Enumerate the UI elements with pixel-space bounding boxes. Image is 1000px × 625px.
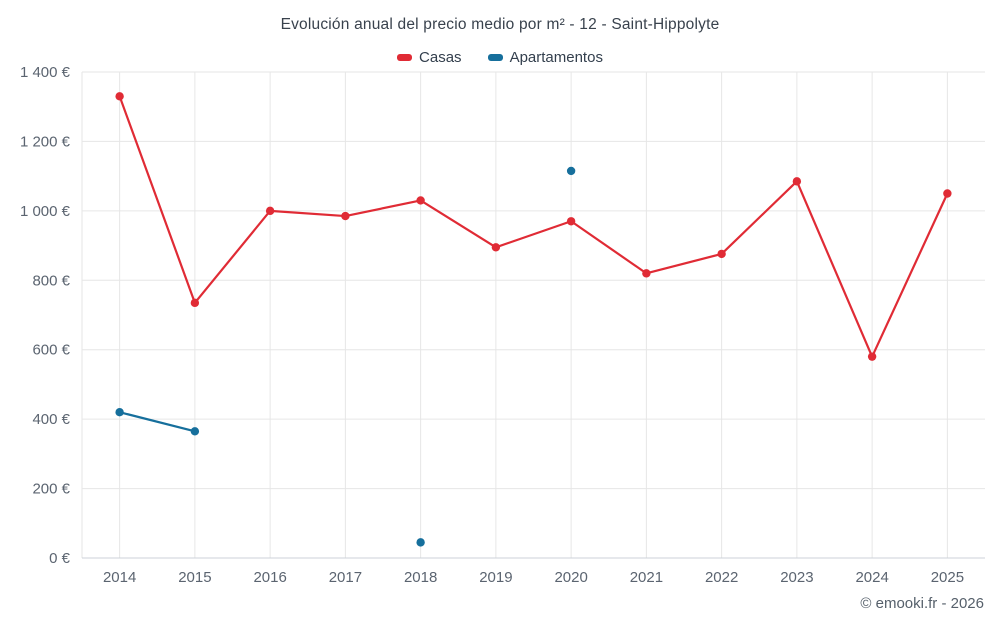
svg-text:200 €: 200 € [32, 481, 70, 498]
chart-title: Evolución anual del precio medio por m² … [280, 16, 720, 33]
svg-text:2021: 2021 [630, 569, 663, 586]
svg-text:2022: 2022 [705, 569, 738, 586]
svg-text:1 400 €: 1 400 € [20, 64, 71, 81]
svg-text:2017: 2017 [329, 569, 362, 586]
chart-legend: Casas Apartamentos [0, 46, 1000, 68]
svg-text:2025: 2025 [931, 569, 964, 586]
legend-item-casas[interactable]: Casas [397, 49, 462, 66]
legend-swatch-casas-icon [397, 53, 413, 61]
svg-text:800 €: 800 € [32, 272, 70, 289]
svg-text:2015: 2015 [178, 569, 211, 586]
emooki-credit: © emooki.fr - 2026 [860, 595, 984, 612]
svg-text:2023: 2023 [780, 569, 813, 586]
svg-text:1 200 €: 1 200 € [20, 133, 71, 150]
legend-label-apartamentos: Apartamentos [509, 48, 603, 66]
svg-text:2018: 2018 [404, 569, 437, 586]
svg-text:1 000 €: 1 000 € [20, 203, 71, 220]
legend-item-apartamentos[interactable]: Apartamentos [487, 48, 603, 66]
svg-text:2020: 2020 [554, 569, 587, 586]
svg-text:2024: 2024 [855, 569, 888, 586]
svg-text:2014: 2014 [103, 569, 136, 586]
svg-text:400 €: 400 € [32, 411, 70, 428]
legend-label-casas: Casas [419, 48, 462, 66]
svg-text:2019: 2019 [479, 569, 512, 586]
legend-swatch-apartamentos-icon [487, 53, 503, 61]
svg-text:2016: 2016 [253, 569, 286, 586]
svg-text:600 €: 600 € [32, 342, 70, 359]
svg-text:0 €: 0 € [49, 550, 71, 567]
